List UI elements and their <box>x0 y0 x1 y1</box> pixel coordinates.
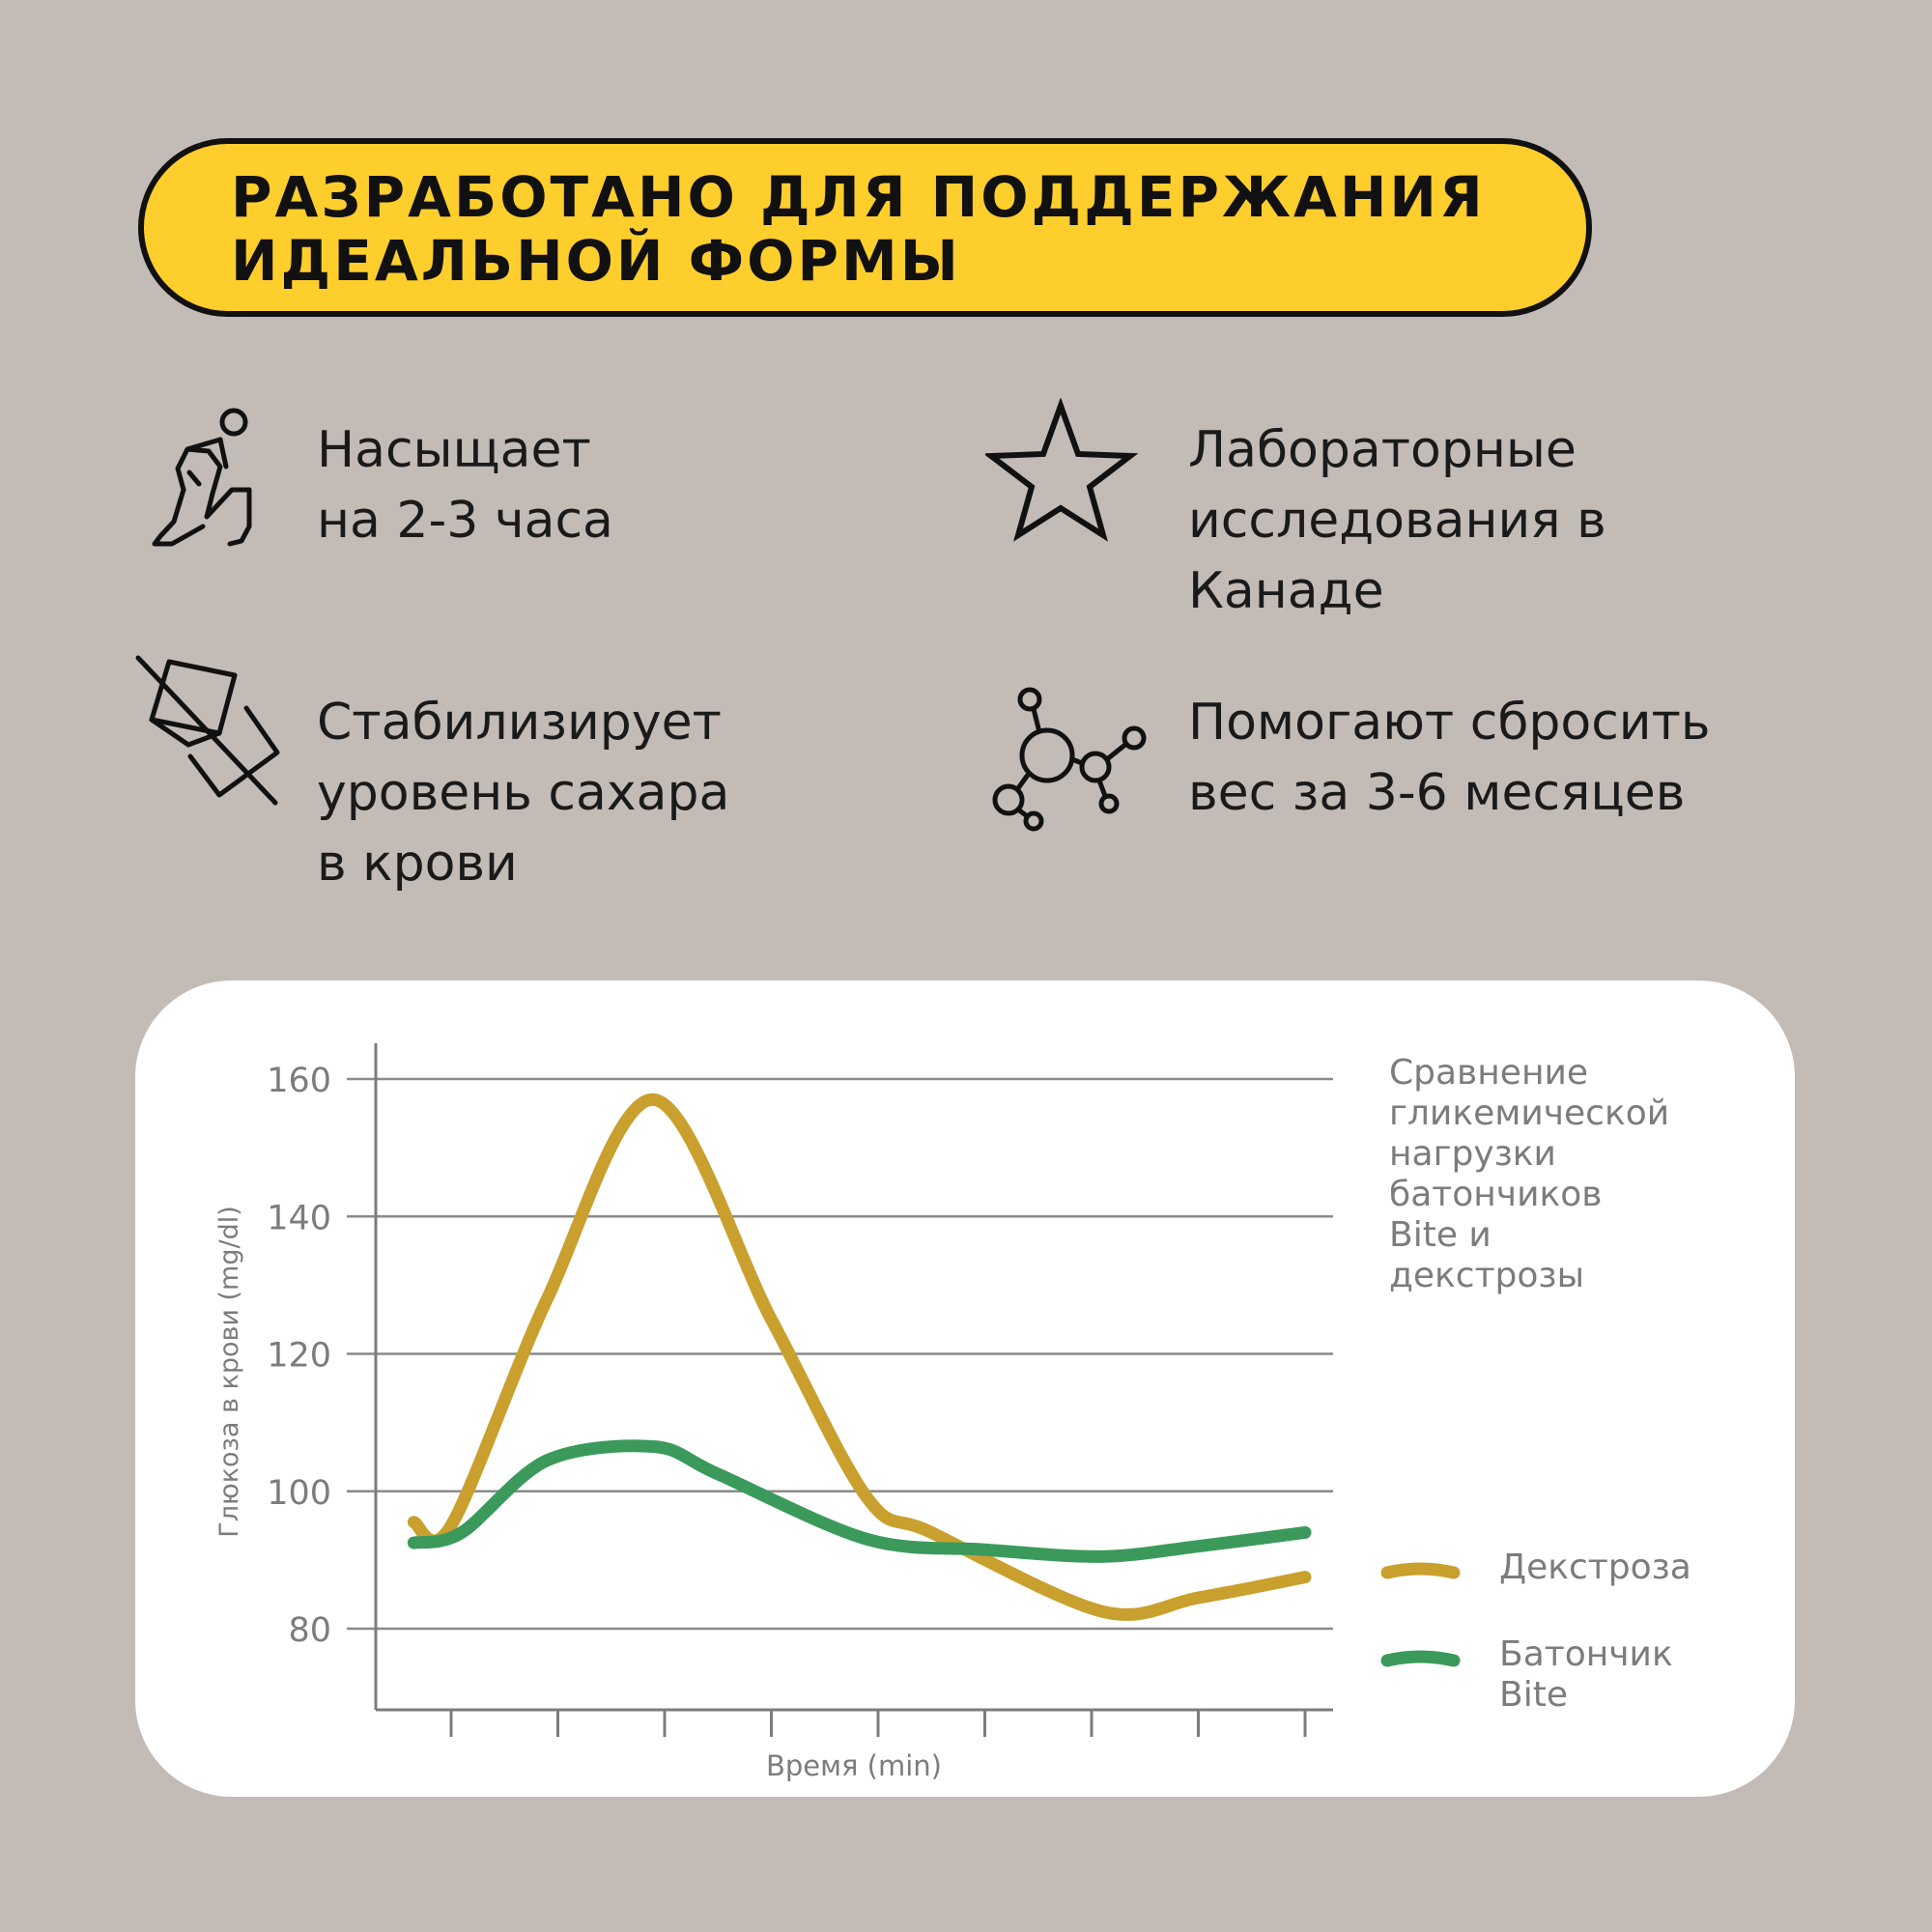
legend-dextrose-text: Декстроза <box>1499 1548 1691 1587</box>
legend-label-bite: Батончик Bite <box>1499 1634 1673 1716</box>
feature-lab-line-2: исследования в <box>1188 492 1606 550</box>
molecule-icon <box>985 686 1150 844</box>
legend-swatch-layer <box>1380 1562 1461 1667</box>
feature-satiety-line-1: Насыщает <box>317 421 591 479</box>
feature-sugar-line-3: в крови <box>317 835 518 893</box>
axis-layer <box>374 1043 1333 1712</box>
feature-lab-line-3: Канаде <box>1188 562 1384 620</box>
legend-swatch-bite <box>1380 1650 1461 1667</box>
x-tick-layer <box>449 1710 1307 1737</box>
y-tick-label-120: 120 <box>267 1337 331 1376</box>
feature-satiety-line-2: на 2-3 часа <box>317 492 613 550</box>
feature-weight-line-2: вес за 3-6 месяцев <box>1188 764 1686 822</box>
chart-title-line-4: батончиков <box>1389 1175 1603 1214</box>
headline-line-1: РАЗРАБОТАНО ДЛЯ ПОДДЕРЖАНИЯ <box>231 164 1486 230</box>
feature-sugar-line-2: уровень сахара <box>317 764 730 822</box>
series-line-dextrose <box>407 1093 1312 1621</box>
headline-banner: РАЗРАБОТАНО ДЛЯ ПОДДЕРЖАНИЯ ИДЕАЛЬНОЙ ФО… <box>138 138 1592 317</box>
headline-line-2: ИДЕАЛЬНОЙ ФОРМЫ <box>231 228 961 294</box>
chart-title-line-2: гликемической <box>1389 1094 1670 1133</box>
feature-weight-line-1: Помогают сбросить <box>1188 694 1711 752</box>
y-tick-label-140: 140 <box>267 1199 331 1237</box>
series-line-bite <box>407 1439 1312 1563</box>
legend-label-dextrose: Декстроза <box>1499 1548 1691 1588</box>
stretching-person-icon <box>145 401 270 559</box>
y-axis-label: Глюкоза в крови (mg/dl) <box>214 1206 244 1538</box>
legend-bite-text-1: Батончик <box>1499 1634 1673 1674</box>
x-axis-label: Время (min) <box>766 1749 942 1782</box>
y-tick-label-80: 80 <box>288 1611 331 1650</box>
legend-swatch-dextrose <box>1380 1562 1461 1579</box>
chart-title-line-6: декстрозы <box>1389 1256 1584 1295</box>
chart-card <box>135 980 1795 1797</box>
feature-sugar-line-1: Стабилизирует <box>317 694 722 752</box>
feature-lab-line-1: Лабораторные <box>1188 421 1577 479</box>
y-tick-label-100: 100 <box>267 1474 331 1513</box>
y-tick-label-layer: 80 100 120 140 160 <box>267 1062 331 1650</box>
no-sugar-cube-icon <box>130 652 285 820</box>
y-tick-label-160: 160 <box>267 1062 331 1100</box>
chart-title-line-1: Сравнение <box>1389 1053 1589 1093</box>
chart-title-line-5: Bite и <box>1389 1215 1492 1255</box>
chart-title: Сравнение гликемической нагрузки батончи… <box>1389 1053 1669 1296</box>
legend-bite-text-2: Bite <box>1499 1675 1568 1715</box>
chart-title-line-3: нагрузки <box>1389 1134 1556 1174</box>
series-layer <box>407 1093 1312 1621</box>
star-icon <box>982 397 1140 547</box>
